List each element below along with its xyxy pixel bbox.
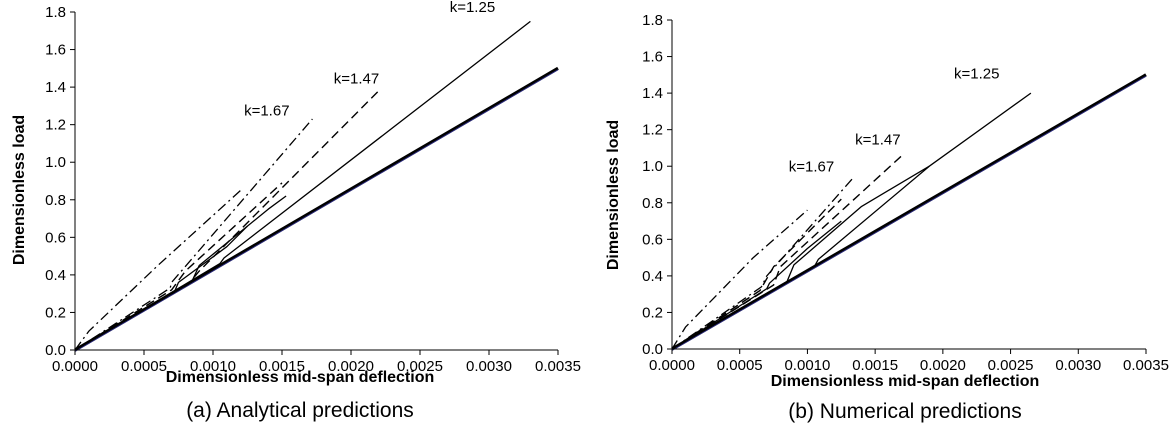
x-tick-label: 0.0010 (784, 357, 830, 374)
x-tick-label: 0.0015 (259, 358, 305, 375)
x-tick-label: 0.0025 (397, 358, 443, 375)
series-line-1 (74, 20, 531, 351)
series-line-3 (74, 225, 248, 351)
y-tick-label: 1.4 (642, 85, 663, 102)
x-tick-label: 0.0025 (988, 357, 1034, 374)
y-tick-label: 1.6 (45, 42, 66, 59)
y-tick-label: 1.8 (45, 4, 66, 21)
chart-caption: (a) Analytical predictions (186, 399, 414, 422)
k-value-annotation: k=1.67 (789, 159, 834, 176)
y-tick-label: 0.2 (45, 304, 66, 321)
y-tick-label: 0.4 (45, 267, 66, 284)
x-tick-label: 0.0020 (328, 358, 374, 375)
series-line-3 (671, 220, 842, 350)
y-tick-label: 1.0 (642, 158, 663, 175)
y-tick-label: 0.0 (45, 342, 66, 359)
chart-analytical: Dimensionless load Dimensionless mid-spa… (11, 0, 581, 422)
series-line-2 (671, 165, 930, 350)
y-axis-label: Dimensionless load (11, 115, 28, 265)
k-value-annotation: k=1.25 (450, 0, 495, 16)
y-tick-label: 1.4 (45, 79, 66, 96)
series-line-4 (671, 154, 903, 350)
series-line-5 (74, 182, 283, 351)
x-tick-label: 0.0010 (190, 358, 236, 375)
x-tick-label: 0.0000 (649, 357, 695, 374)
k-value-annotation: k=1.25 (954, 65, 999, 82)
x-tick-label: 0.0030 (466, 358, 512, 375)
x-tick-label: 0.0005 (121, 358, 167, 375)
series-line-7 (671, 209, 808, 350)
y-tick-label: 0.2 (642, 304, 663, 321)
y-tick-label: 1.2 (642, 122, 663, 139)
y-tick-label: 0.4 (642, 268, 663, 285)
reference-line-shadow (74, 69, 559, 352)
x-tick-label: 0.0035 (535, 358, 581, 375)
series-line-4 (74, 90, 380, 351)
y-tick-label: 1.0 (45, 154, 66, 171)
x-tick-label: 0.0000 (52, 358, 98, 375)
series-line-1 (671, 92, 1032, 350)
x-tick-label: 0.0005 (717, 357, 763, 374)
y-tick-label: 0.8 (45, 192, 66, 209)
chart-numerical: Dimensionless load Dimensionless mid-spa… (605, 12, 1169, 423)
y-tick-label: 1.6 (642, 49, 663, 66)
y-tick-label: 0.8 (642, 195, 663, 212)
y-tick-label: 0.0 (642, 341, 663, 358)
k-value-annotation: k=1.67 (244, 102, 289, 119)
y-axis-label: Dimensionless load (605, 120, 622, 270)
x-tick-label: 0.0015 (852, 357, 898, 374)
x-tick-label: 0.0030 (1055, 357, 1101, 374)
reference-line-shadow (671, 75, 1147, 351)
y-tick-label: 0.6 (45, 229, 66, 246)
series-line-7 (74, 189, 242, 351)
k-value-annotation: k=1.47 (334, 70, 379, 87)
x-tick-label: 0.0020 (920, 357, 966, 374)
series-line-6 (671, 178, 853, 350)
y-tick-label: 1.8 (642, 12, 663, 29)
series-line-6 (74, 118, 313, 351)
chart-caption: (b) Numerical predictions (788, 400, 1021, 423)
x-axis-label: Dimensionless mid-span deflection (771, 373, 1040, 390)
x-axis-label: Dimensionless mid-span deflection (166, 369, 435, 386)
y-tick-label: 0.6 (642, 231, 663, 248)
k-value-annotation: k=1.47 (855, 131, 900, 148)
y-tick-label: 1.2 (45, 117, 66, 134)
x-tick-label: 0.0035 (1123, 357, 1169, 374)
series-line-2 (74, 195, 287, 351)
series-line-5 (671, 198, 842, 350)
